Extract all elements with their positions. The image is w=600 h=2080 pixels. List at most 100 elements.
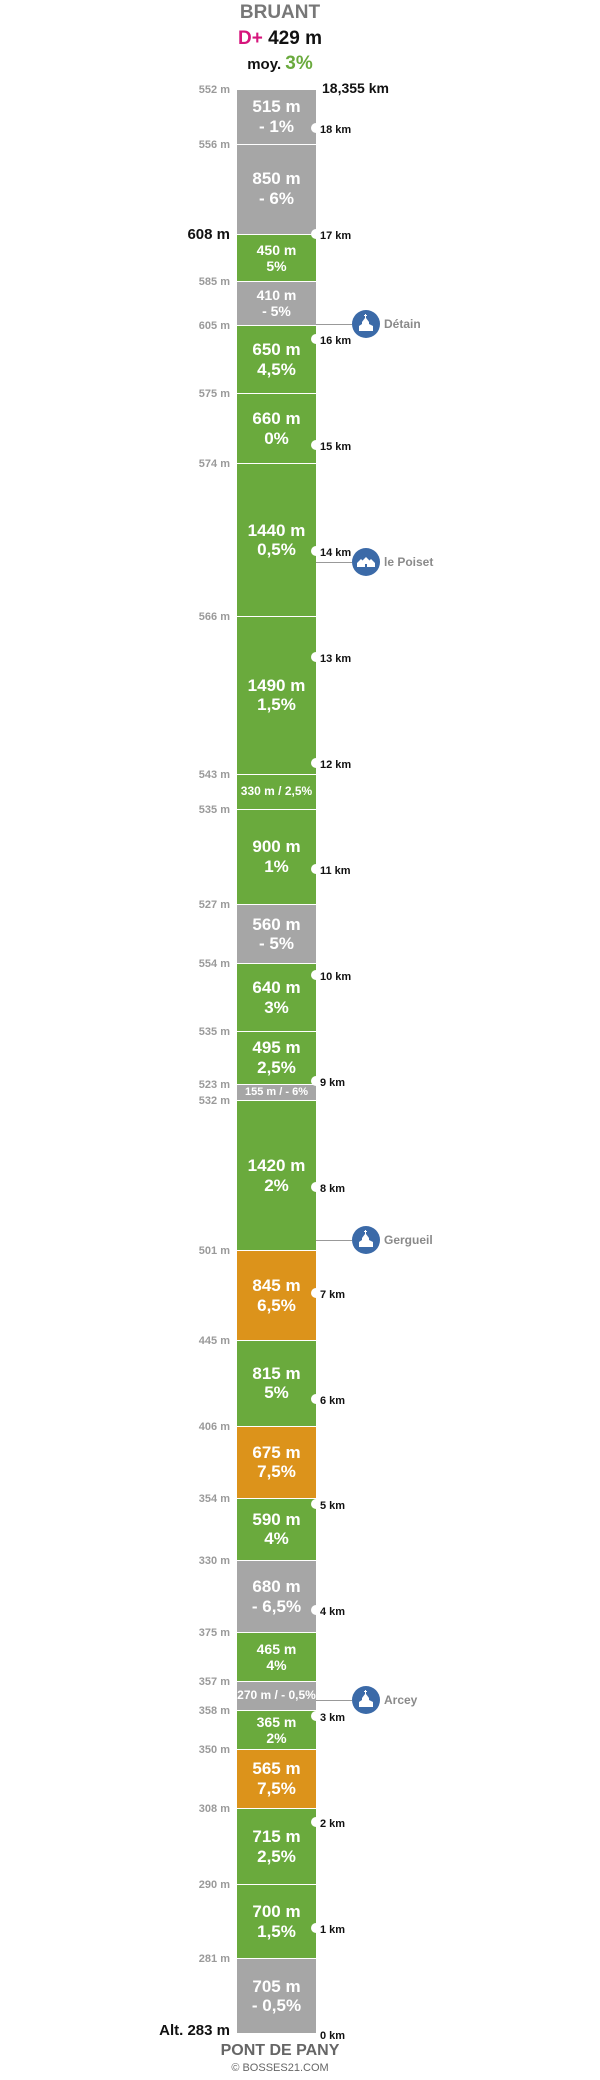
segment-grade: - 0,5%: [251, 1996, 302, 2016]
avg-value: 3%: [285, 53, 313, 74]
km-label: 14 km: [320, 547, 352, 560]
segment-7: 465 m 4%: [237, 1633, 316, 1683]
km-notch: [311, 334, 321, 345]
segment-grade: 6,5%: [257, 1295, 296, 1315]
altitude-label: 566 m: [198, 610, 230, 623]
km-label: 9 km: [320, 1076, 346, 1089]
altitude-label: 330 m: [198, 1555, 230, 1568]
segment-grade: 7,5%: [257, 1462, 296, 1482]
segment-length: 565 m: [252, 1759, 301, 1779]
km-label: 15 km: [320, 441, 352, 454]
altitude-label: 532 m: [198, 1094, 230, 1107]
base-name: PONT DE PANY: [220, 2042, 340, 2059]
segment-grade: 2,5%: [257, 1057, 296, 1077]
segment-grade: 0,5%: [257, 540, 296, 560]
km-label: 2 km: [320, 1818, 346, 1831]
km-label: 18 km: [320, 123, 352, 136]
km-label: 5 km: [320, 1500, 346, 1513]
km-label: 17 km: [320, 229, 352, 242]
km-label: 10 km: [320, 970, 352, 983]
segment-grade: 7,5%: [257, 1779, 296, 1799]
segment-6: 270 m / - 0,5%: [237, 1682, 316, 1711]
altitude-label: 350 m: [198, 1743, 230, 1756]
altitude-label: 523 m: [198, 1078, 230, 1091]
segment-16: 640 m 3%: [237, 964, 316, 1033]
segment-22: 660 m 0%: [237, 394, 316, 465]
km-notch: [311, 863, 321, 874]
km-notch: [311, 1605, 321, 1616]
km-notch: [311, 758, 321, 769]
place-leader-line: [316, 561, 352, 563]
km-notch: [311, 546, 321, 557]
km-label: 1 km: [320, 1924, 346, 1937]
segment-grade: 1,5%: [257, 1921, 296, 1941]
segment-grade: - 6,5%: [251, 1596, 302, 1616]
place-leader-line: [316, 1239, 352, 1241]
segment-grade: 5%: [266, 257, 287, 274]
average-grade: moy. 3%: [0, 53, 560, 75]
segment-length: 675 m: [252, 1442, 301, 1462]
segment-length: 330 m / 2,5%: [240, 783, 313, 798]
segment-length: 850 m: [252, 169, 301, 189]
altitude-label: 308 m: [198, 1803, 230, 1816]
segment-19: 330 m / 2,5%: [237, 774, 316, 810]
km-label: 6 km: [320, 1394, 346, 1407]
church-icon: [352, 309, 380, 338]
place-label: Arcey: [384, 1693, 418, 1708]
summit-name: BRUANT: [239, 2, 321, 23]
altitude-label: 556 m: [198, 138, 230, 151]
segment-length: 590 m: [252, 1509, 301, 1529]
km-label: 7 km: [320, 1288, 346, 1301]
altitude-label: 358 m: [198, 1704, 230, 1717]
segment-10: 675 m 7,5%: [237, 1427, 316, 1499]
km-notch: [311, 1393, 321, 1404]
km-notch: [311, 969, 321, 980]
church-icon: [352, 1686, 380, 1715]
km-notch: [311, 228, 321, 239]
segment-length: 450 m: [256, 241, 297, 258]
base-altitude: Alt. 283 m: [159, 2022, 230, 2039]
segment-23: 650 m 4,5%: [237, 325, 316, 395]
segment-grade: - 5%: [262, 303, 291, 320]
segment-15: 495 m 2,5%: [237, 1032, 316, 1085]
altitude-label: 535 m: [198, 803, 230, 816]
km-notch: [311, 1075, 321, 1086]
segment-5: 365 m 2%: [237, 1710, 316, 1750]
altitude-label: 535 m: [198, 1026, 230, 1039]
segment-grade: 1%: [264, 856, 289, 876]
km-notch: [311, 122, 321, 133]
segment-25: 450 m 5%: [237, 234, 316, 283]
km-label: 12 km: [320, 759, 352, 772]
church-icon: [352, 1225, 380, 1254]
altitude-label: 527 m: [198, 898, 230, 911]
elevation-gain: D+ 429 m: [0, 28, 560, 50]
altitude-label: 543 m: [198, 768, 230, 781]
segment-14: 155 m / - 6%: [237, 1084, 316, 1101]
km-label: 0 km: [320, 2030, 346, 2042]
place-label: le Poiset: [384, 554, 434, 569]
km-label: 11 km: [320, 864, 351, 877]
segment-length: 1440 m: [247, 520, 306, 540]
altitude-label: 357 m: [198, 1676, 230, 1689]
segment-length: 495 m: [252, 1038, 301, 1058]
km-label: 8 km: [320, 1182, 346, 1195]
dplus-label: D+: [238, 28, 263, 49]
segment-9: 590 m 4%: [237, 1498, 316, 1562]
segment-grade: 0%: [264, 428, 289, 448]
segment-length: 660 m: [252, 409, 301, 429]
segment-length: 815 m: [252, 1363, 301, 1383]
segment-length: 410 m: [256, 287, 297, 304]
segment-2: 700 m 1,5%: [237, 1885, 316, 1960]
segment-grade: 2%: [264, 1175, 289, 1195]
segment-grade: 4%: [266, 1657, 287, 1674]
segment-length: 640 m: [252, 978, 301, 998]
km-notch: [311, 1287, 321, 1298]
altitude-label: 552 m: [198, 84, 230, 96]
altitude-label: 445 m: [198, 1334, 230, 1347]
altitude-label: 501 m: [198, 1245, 230, 1258]
total-distance: 18,355 km: [322, 80, 389, 96]
altitude-label: 585 m: [198, 276, 230, 289]
segment-length: 155 m / - 6%: [245, 1085, 308, 1098]
km-notch: [311, 652, 321, 663]
